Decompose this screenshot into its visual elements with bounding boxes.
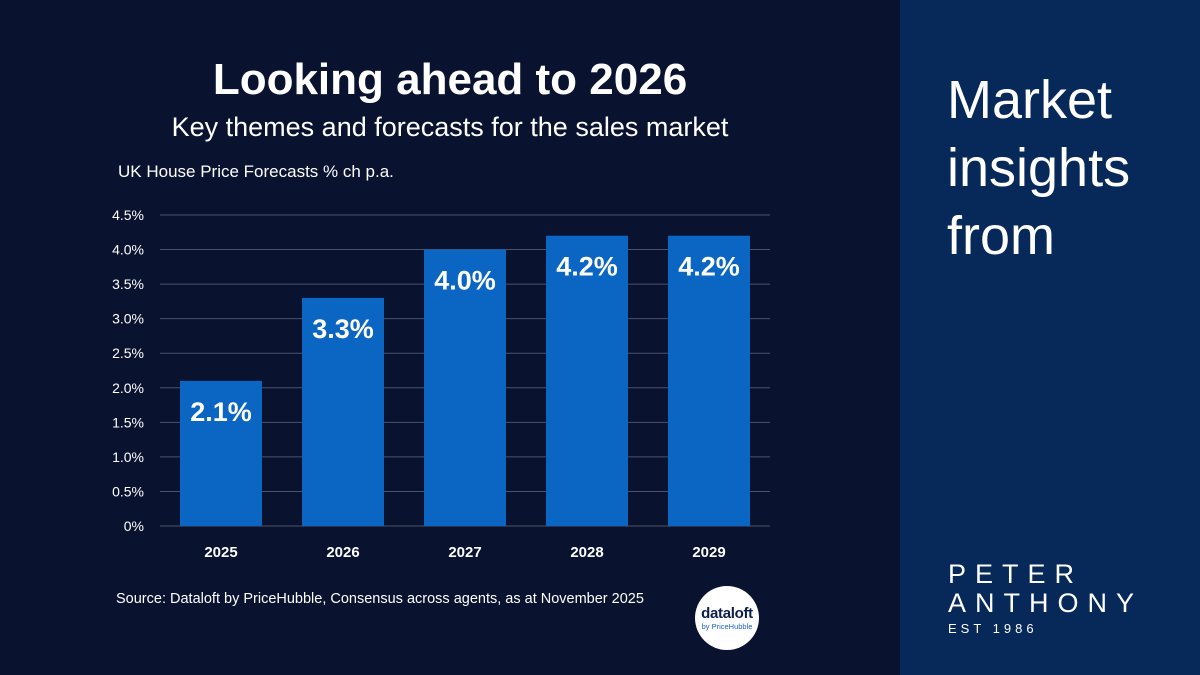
bar-2026 bbox=[302, 297, 384, 526]
y-tick-label: 4.0% bbox=[112, 242, 144, 258]
bar-chart: 0% 0.5% 1.0% 1.5% 2.0% 2.5% 3.0% 3.5% 4.0% 4.5% 2.… bbox=[112, 207, 770, 561]
bar-2027 bbox=[424, 249, 506, 527]
bar-2025 bbox=[180, 380, 262, 526]
x-tick-label: 2025 bbox=[204, 544, 237, 561]
bar-value-label: 2.1% bbox=[190, 397, 252, 427]
sidebar-headline: Market insights from bbox=[947, 70, 1131, 266]
page-title: Looking ahead to 2026 bbox=[212, 55, 688, 104]
sidebar-panel bbox=[900, 0, 1200, 675]
y-tick-label: 0.5% bbox=[112, 483, 144, 499]
y-tick-label: 1.5% bbox=[112, 414, 144, 430]
y-tick-label: 3.5% bbox=[112, 276, 144, 292]
dataloft-logo: dataloft by PriceHubble bbox=[695, 586, 759, 650]
page-subtitle: Key themes and forecasts for the sales m… bbox=[171, 112, 729, 142]
source-note: Source: Dataloft by PriceHubble, Consens… bbox=[116, 591, 644, 607]
brand-name-line2: ANTHONY bbox=[948, 588, 1144, 618]
bar-value-label: 3.3% bbox=[312, 314, 374, 344]
brand-name-line1: PETER bbox=[948, 559, 1084, 589]
y-tick-label: 1.0% bbox=[112, 449, 144, 465]
y-tick-label: 0% bbox=[124, 518, 144, 534]
brand-established: EST 1986 bbox=[948, 621, 1038, 636]
bar-2028 bbox=[546, 235, 628, 526]
chart-title: UK House Price Forecasts % ch p.a. bbox=[118, 162, 394, 181]
dataloft-logo-subtext: by PriceHubble bbox=[701, 621, 753, 631]
x-tick-label: 2027 bbox=[448, 544, 481, 561]
bar-2029 bbox=[668, 235, 750, 526]
peter-anthony-logo: PETER ANTHONY EST 1986 bbox=[948, 560, 1158, 639]
y-tick-label: 4.5% bbox=[112, 207, 144, 223]
bar-value-label: 4.0% bbox=[434, 266, 496, 296]
y-tick-label: 2.5% bbox=[112, 345, 144, 361]
y-tick-label: 3.0% bbox=[112, 311, 144, 327]
x-tick-label: 2028 bbox=[570, 544, 603, 561]
bar-value-label: 4.2% bbox=[556, 252, 618, 282]
x-tick-label: 2026 bbox=[326, 544, 359, 561]
dataloft-logo-text: dataloft bbox=[701, 604, 753, 622]
bar-value-label: 4.2% bbox=[678, 252, 740, 282]
y-tick-label: 2.0% bbox=[112, 380, 144, 396]
x-tick-label: 2029 bbox=[692, 544, 725, 561]
